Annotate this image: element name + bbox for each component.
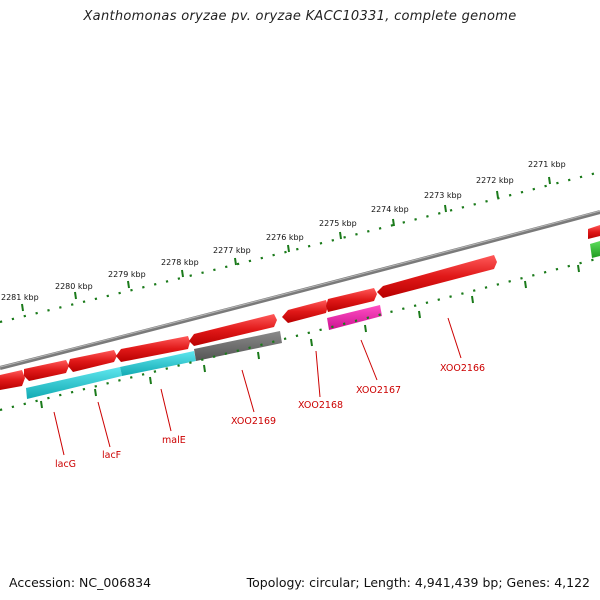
kbp-label-2277: 2277 kbp xyxy=(213,246,251,255)
topology-text: Topology: circular; Length: 4,941,439 bp… xyxy=(246,575,590,590)
accession-text: Accession: NC_006834 xyxy=(9,575,152,590)
forward-gene xyxy=(116,336,190,362)
gene-label-XOO2169: XOO2169 xyxy=(231,416,276,427)
map-title: Xanthomonas oryzae pv. oryzae KACC10331,… xyxy=(83,9,517,24)
kbp-label-2279: 2279 kbp xyxy=(108,270,146,279)
label-leader-lines xyxy=(53,317,462,456)
gene-label-lacG: lacG xyxy=(55,459,76,470)
gene-label-malE: malE xyxy=(162,435,186,446)
gene-label-XOO2168: XOO2168 xyxy=(298,400,343,411)
kbp-label-2280: 2280 kbp xyxy=(55,282,93,291)
forward-gene xyxy=(68,350,117,372)
reverse-strand-genes xyxy=(26,241,600,399)
XOO2167-gene xyxy=(327,305,382,330)
gene-label-XOO2166: XOO2166 xyxy=(440,363,485,374)
forward-gene xyxy=(282,300,328,323)
outer-scale-ring xyxy=(0,170,600,324)
gene-label-lacF: lacF xyxy=(102,450,121,461)
inner-scale-ring xyxy=(0,256,600,412)
lacG-gene xyxy=(26,367,122,399)
kbp-label-2274: 2274 kbp xyxy=(371,205,409,214)
kbp-label-2273: 2273 kbp xyxy=(424,191,462,200)
kbp-label-2275: 2275 kbp xyxy=(319,219,357,228)
kbp-label-2278: 2278 kbp xyxy=(161,258,199,267)
forward-gene xyxy=(588,225,600,239)
forward-strand-genes xyxy=(0,225,600,390)
forward-gene xyxy=(377,255,497,298)
forward-gene xyxy=(0,370,25,390)
gene-label-XOO2167: XOO2167 xyxy=(356,385,401,396)
kbp-label-2272: 2272 kbp xyxy=(476,176,514,185)
kbp-label-2271: 2271 kbp xyxy=(528,160,566,169)
forward-gene xyxy=(189,314,277,346)
lacF-gene xyxy=(120,351,196,376)
inner-major-ticks xyxy=(40,264,580,409)
kbp-label-2281: 2281 kbp xyxy=(1,293,39,302)
forward-gene xyxy=(326,288,377,312)
green-gene xyxy=(590,241,600,258)
forward-gene xyxy=(24,360,69,381)
XOO2169-gene xyxy=(194,331,282,361)
outer-major-ticks xyxy=(21,176,551,312)
genome-backbone xyxy=(0,210,600,370)
kbp-label-2276: 2276 kbp xyxy=(266,233,304,242)
